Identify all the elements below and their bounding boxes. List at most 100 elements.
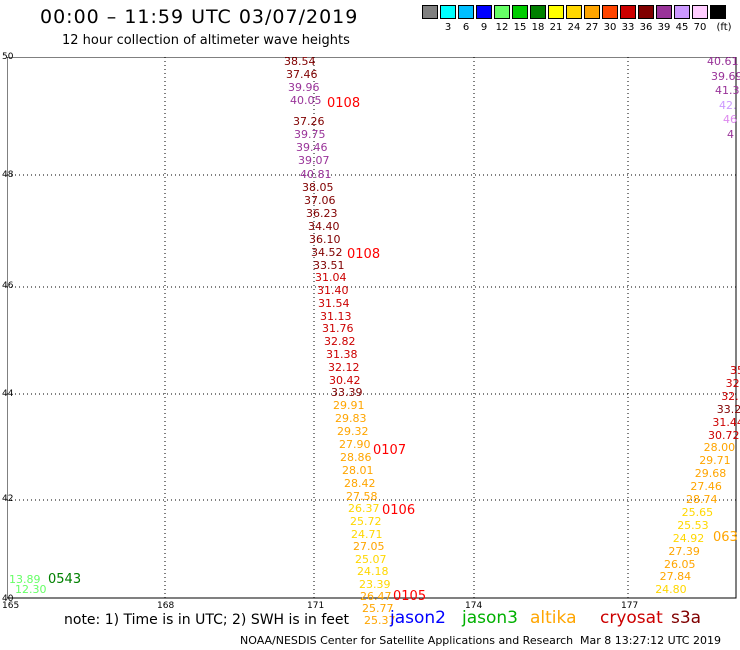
wave-height-value: 42. [719, 98, 737, 112]
pass-time-label: 0543 [48, 572, 82, 587]
wave-height-value: 12.30 [15, 583, 47, 596]
wave-height-value: 33.39 [331, 386, 363, 399]
wave-height-value: 25.37 [364, 614, 396, 627]
scale-label: 33 [621, 22, 635, 33]
wave-height-value: 32.82 [324, 335, 356, 348]
note-text: note: 1) Time is in UTC; 2) SWH is in fe… [64, 612, 350, 628]
scale-swatch [422, 5, 438, 19]
wave-height-value: 4 [727, 127, 734, 141]
satellite-legend-item: altika [530, 608, 577, 628]
scale-label: 70 [693, 22, 707, 33]
wave-height-value: 28.74 [686, 493, 718, 506]
wave-height-value: 28.42 [344, 477, 376, 490]
wave-height-value: 38.05 [302, 181, 334, 194]
wave-height-value: 23.39 [359, 578, 391, 591]
wave-height-value: 34.40 [308, 220, 340, 233]
wave-height-value: 46 [723, 113, 737, 126]
scale-label: 39 [657, 22, 671, 33]
wave-height-value: 29.32 [337, 425, 369, 438]
wave-height-value: 24.80 [655, 583, 687, 597]
wave-height-value: 24.18 [357, 565, 389, 578]
scale-label: 15 [513, 22, 527, 33]
scale-label: 45 [675, 22, 689, 33]
wave-height-value: 27.46 [690, 480, 722, 494]
scale-label: 30 [603, 22, 617, 33]
latitude-label: 42 [2, 494, 14, 504]
wave-height-value: 37.46 [286, 68, 318, 81]
wave-height-map: 38.54 37.46 39.96 40.05 37.26 39.75 39.46 39.07… [7, 55, 740, 627]
scale-swatch [530, 5, 546, 19]
wave-height-value: 33.51 [313, 259, 345, 272]
wave-height-value: 31.38 [326, 348, 358, 361]
wave-height-value: 26.47 [360, 590, 392, 603]
wave-height-value: 36.23 [306, 207, 338, 220]
footer-credit: NOAA/NESDIS Center for Satellite Applica… [240, 634, 574, 647]
wave-height-value: 28.01 [342, 464, 374, 477]
wave-height-value: 30.72 [708, 428, 740, 442]
wave-height-value: 41.3 [715, 84, 740, 97]
latitude-label: 44 [2, 389, 14, 399]
satellite-legend-item: jason2 [390, 608, 446, 628]
wave-height-value: 37.26 [293, 115, 325, 128]
scale-unit: (ft) [716, 22, 732, 33]
scale-swatch [692, 5, 708, 19]
wave-height-value: 39.07 [298, 154, 330, 167]
scale-label: 9 [480, 22, 488, 33]
scale-swatch [602, 5, 618, 19]
longitude-label: 174 [465, 601, 483, 611]
latitude-label: 48 [2, 170, 14, 180]
grid-lines [7, 57, 736, 598]
longitude-label: 168 [157, 601, 175, 611]
longitude-label: 165 [2, 601, 20, 611]
pass-time-label: 0108 [347, 247, 381, 262]
wave-height-value: 40.81 [300, 168, 332, 181]
wave-height-value: 29.68 [694, 467, 727, 481]
wave-height-value: 27.05 [353, 540, 385, 553]
wave-height-value: 40.61 [707, 55, 739, 68]
latitude-label: 50 [2, 52, 14, 62]
pass-time-label: 063 [713, 530, 738, 545]
pass-time-label: 0107 [373, 443, 407, 458]
wave-height-value: 27.84 [659, 570, 692, 584]
wave-height-value: 25.77 [362, 602, 394, 615]
satellite-legend-item: s3a [671, 608, 702, 628]
map-border [7, 57, 737, 599]
wave-height-value: 32.12 [328, 361, 360, 374]
wave-height-value: 26.37 [348, 502, 380, 515]
generation-timestamp: Mar 8 13:27:12 UTC 2019 [580, 634, 721, 647]
pass-time-label: 0106 [382, 503, 416, 518]
scale-label: 24 [567, 22, 581, 33]
wave-height-value: 39.96 [288, 81, 320, 94]
wave-height-value: 31.13 [320, 310, 352, 323]
scale-swatch [620, 5, 636, 19]
scale-swatch [656, 5, 672, 19]
wave-height-value: 29.91 [333, 399, 365, 412]
wave-height-value: 30.42 [329, 374, 361, 387]
wave-height-value: 24.92 [672, 531, 705, 545]
scale-label: 12 [495, 22, 509, 33]
wave-height-value: 25.07 [355, 553, 387, 566]
wave-height-value: 39.46 [296, 141, 328, 154]
scale-swatch [566, 5, 582, 19]
wave-height-value: 31.54 [318, 297, 350, 310]
scale-swatch [512, 5, 528, 19]
wave-height-value: 31.40 [317, 284, 349, 297]
scale-label: 3 [444, 22, 452, 33]
wave-height-value: 31.44 [712, 415, 740, 429]
scale-swatch [674, 5, 690, 19]
wave-height-value: 31.76 [322, 322, 354, 335]
page-title: 00:00 – 11:59 UTC 03/07/2019 [40, 6, 359, 28]
wave-height-value: 34.52 [311, 246, 343, 259]
page-subtitle: 12 hour collection of altimeter wave hei… [62, 33, 350, 48]
satellite-legend-item: jason3 [462, 608, 518, 628]
wave-height-value: 38.54 [284, 55, 316, 68]
wave-height-value: 27.90 [339, 438, 371, 451]
wave-height-value: 28.00 [703, 441, 736, 455]
scale-swatch [494, 5, 510, 19]
wave-height-value: 25.65 [681, 505, 714, 519]
latitude-label: 46 [2, 281, 14, 291]
longitude-label: 171 [307, 601, 325, 611]
scale-swatch [476, 5, 492, 19]
map-grid [7, 57, 737, 599]
wave-height-value: 32 [725, 376, 740, 390]
